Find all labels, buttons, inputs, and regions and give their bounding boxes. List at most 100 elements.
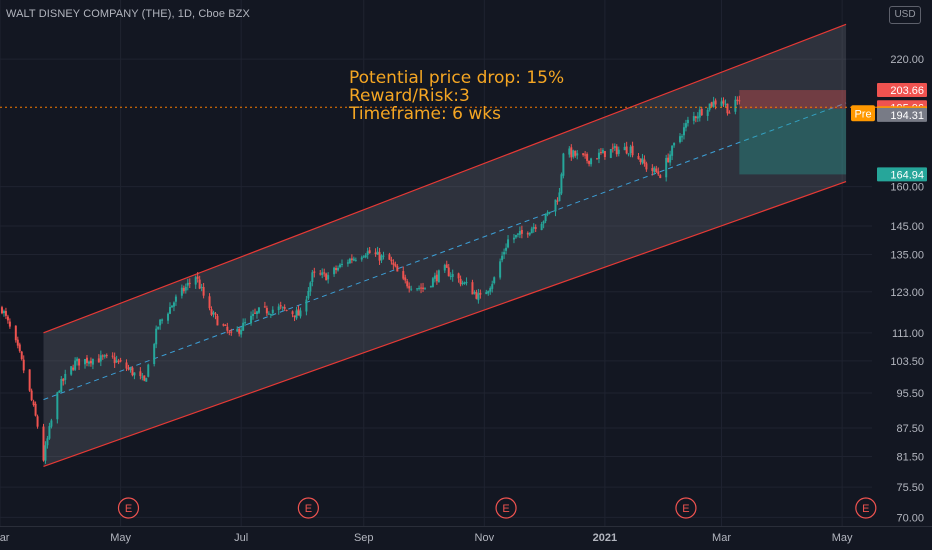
candle-body: [679, 136, 682, 143]
candle-body: [710, 102, 713, 107]
candle-body: [491, 284, 494, 289]
candle-body: [2, 311, 5, 314]
candle-body: [89, 360, 92, 364]
candle-body: [305, 299, 308, 312]
price-badge-entry: [877, 107, 927, 122]
candle-body: [297, 309, 300, 316]
candle-body: [390, 259, 393, 262]
candle-body: [348, 258, 351, 264]
candle-body: [364, 255, 367, 258]
candle-body: [0, 307, 3, 314]
candle-body: [60, 378, 63, 392]
candle-body: [62, 378, 65, 382]
candle-body: [327, 275, 330, 280]
candle-body: [617, 149, 620, 154]
candle-body: [279, 305, 282, 307]
candle-body: [631, 145, 634, 156]
candle-body: [131, 367, 134, 376]
grid: [0, 0, 932, 527]
candles: [0, 95, 741, 464]
candle-body: [392, 262, 395, 265]
candle-body: [281, 306, 284, 308]
price-badge-label-stop: 203.66: [890, 85, 924, 97]
price-tick-label: 145.00: [890, 221, 924, 233]
time-tick-label: May: [832, 532, 853, 544]
candle-body: [291, 311, 294, 315]
candle-body: [516, 233, 519, 235]
candle-body: [651, 168, 654, 171]
candle-body: [44, 445, 47, 461]
candle-body: [277, 306, 280, 311]
candle-body: [623, 146, 626, 151]
candle-body: [309, 282, 312, 292]
earnings-event-label: E: [682, 503, 689, 515]
candle-body: [76, 358, 79, 362]
candle-body: [346, 262, 349, 264]
time-tick-label: Jul: [234, 532, 248, 544]
candle-body: [694, 116, 697, 119]
candle-body: [299, 310, 302, 317]
candle-body: [726, 103, 729, 114]
candle-body: [362, 256, 365, 258]
candle-body: [113, 357, 116, 364]
price-axis[interactable]: 70.00 75.50 81.50 87.50 95.50 103.50 111.00 123…: [890, 54, 924, 524]
candle-body: [556, 200, 559, 202]
candle-body: [532, 226, 535, 229]
candle-body: [437, 270, 440, 283]
candle-body: [568, 148, 571, 155]
candle-body: [692, 116, 695, 121]
time-axis[interactable]: Mar May Jul Sep Nov 2021 Mar May: [0, 532, 853, 544]
candle-body: [169, 307, 172, 314]
time-tick-label: Sep: [354, 532, 374, 544]
candle-body: [479, 292, 482, 295]
price-tick-label: 160.00: [890, 182, 924, 194]
candle-body: [198, 279, 201, 289]
candle-body: [58, 390, 61, 393]
candle-body: [416, 288, 419, 290]
candle-body: [8, 321, 11, 327]
candle-body: [105, 355, 108, 357]
candle-body: [269, 314, 272, 316]
candle-body: [698, 109, 701, 118]
candle-body: [145, 378, 148, 382]
candle-body: [78, 358, 81, 366]
candle-body: [186, 282, 189, 286]
price-badge-label-target: 164.94: [890, 169, 924, 181]
channel-fill: [43, 24, 847, 467]
candle-body: [503, 252, 506, 255]
candle-body: [18, 344, 21, 352]
candle-body: [64, 373, 67, 380]
candle-body: [236, 329, 239, 332]
candle-body: [32, 401, 35, 406]
stop-loss-zone: [739, 90, 847, 109]
candle-body: [465, 282, 468, 284]
candle-body: [311, 272, 314, 283]
candle-body: [457, 273, 460, 279]
price-tick-label: 75.50: [896, 482, 924, 494]
earnings-event-label: E: [502, 503, 509, 515]
candle-body: [285, 309, 288, 311]
candle-body: [489, 288, 492, 292]
candle-body: [659, 175, 662, 178]
candle-body: [528, 232, 531, 235]
candle-body: [376, 251, 379, 255]
time-tick-label: 2021: [593, 532, 617, 544]
candle-body: [611, 147, 614, 149]
candle-body: [576, 153, 579, 156]
time-tick-label: Mar: [712, 532, 731, 544]
candle-body: [410, 288, 413, 290]
candle-body: [696, 116, 699, 119]
candle-body: [394, 264, 397, 267]
candle-body: [396, 266, 399, 272]
price-tick-label: 95.50: [896, 388, 924, 400]
candle-body: [418, 287, 421, 289]
candle-body: [352, 258, 355, 261]
candle-body: [734, 99, 737, 112]
candle-body: [402, 271, 405, 279]
candle-body: [586, 154, 589, 161]
currency-button[interactable]: USD: [889, 6, 921, 24]
candle-body: [307, 290, 310, 299]
candle-body: [512, 237, 515, 240]
candle-body: [461, 282, 464, 284]
